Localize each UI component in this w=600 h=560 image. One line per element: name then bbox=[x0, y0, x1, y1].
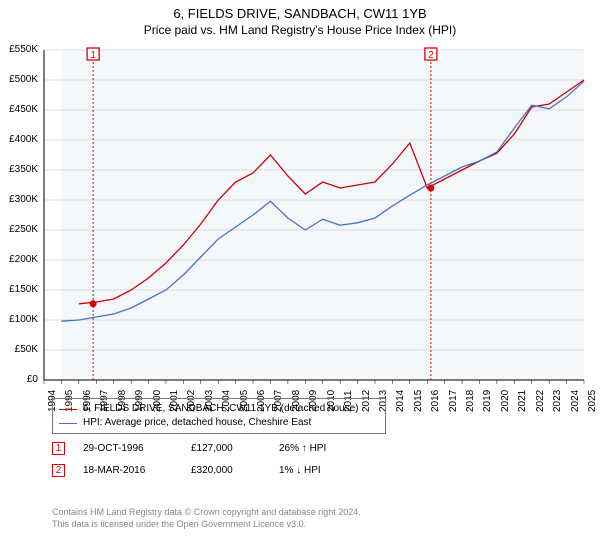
chart-legend: 6, FIELDS DRIVE, SANDBACH, CW11 1YB (det… bbox=[52, 398, 386, 434]
x-tick-label: 2015 bbox=[413, 390, 424, 412]
sale-date-1: 29-OCT-1996 bbox=[83, 443, 173, 454]
x-tick-label: 2017 bbox=[448, 390, 459, 412]
y-tick-label: £150K bbox=[0, 284, 38, 295]
sale-row-1: 1 29-OCT-1996 £127,000 26% ↑ HPI bbox=[52, 442, 326, 455]
y-tick-label: £0 bbox=[0, 374, 38, 385]
sale-marker-1: 1 bbox=[52, 442, 65, 455]
sale-date-2: 18-MAR-2016 bbox=[83, 465, 173, 476]
y-tick-label: £350K bbox=[0, 164, 38, 175]
y-tick-label: £250K bbox=[0, 224, 38, 235]
x-tick-label: 2019 bbox=[482, 390, 493, 412]
y-tick-label: £400K bbox=[0, 134, 38, 145]
legend-label-series1: 6, FIELDS DRIVE, SANDBACH, CW11 1YB (det… bbox=[83, 402, 358, 416]
x-tick-label: 2024 bbox=[570, 390, 581, 412]
legend-swatch-series2 bbox=[59, 423, 77, 424]
x-tick-label: 2021 bbox=[517, 390, 528, 412]
y-tick-label: £550K bbox=[0, 44, 38, 55]
x-tick-label: 2020 bbox=[500, 390, 511, 412]
sale-price-2: £320,000 bbox=[191, 465, 261, 476]
svg-text:1: 1 bbox=[90, 50, 96, 61]
y-tick-label: £50K bbox=[0, 344, 38, 355]
sale-delta-1: 26% ↑ HPI bbox=[279, 443, 326, 454]
sale-marker-2: 2 bbox=[52, 464, 65, 477]
legend-swatch-series1 bbox=[59, 409, 77, 410]
x-tick-label: 2016 bbox=[430, 390, 441, 412]
sale-delta-2: 1% ↓ HPI bbox=[279, 465, 321, 476]
price-chart: 12 bbox=[0, 0, 600, 400]
legend-label-series2: HPI: Average price, detached house, Ches… bbox=[83, 416, 311, 430]
license-text: Contains HM Land Registry data © Crown c… bbox=[52, 506, 361, 530]
sale-row-2: 2 18-MAR-2016 £320,000 1% ↓ HPI bbox=[52, 464, 321, 477]
y-tick-label: £450K bbox=[0, 104, 38, 115]
x-tick-label: 2023 bbox=[552, 390, 563, 412]
y-tick-label: £200K bbox=[0, 254, 38, 265]
y-tick-label: £100K bbox=[0, 314, 38, 325]
x-tick-label: 2018 bbox=[465, 390, 476, 412]
y-tick-label: £500K bbox=[0, 74, 38, 85]
x-tick-label: 2025 bbox=[587, 390, 598, 412]
x-tick-label: 2022 bbox=[535, 390, 546, 412]
svg-text:2: 2 bbox=[428, 50, 434, 61]
x-tick-label: 2014 bbox=[395, 390, 406, 412]
y-tick-label: £300K bbox=[0, 194, 38, 205]
sale-price-1: £127,000 bbox=[191, 443, 261, 454]
